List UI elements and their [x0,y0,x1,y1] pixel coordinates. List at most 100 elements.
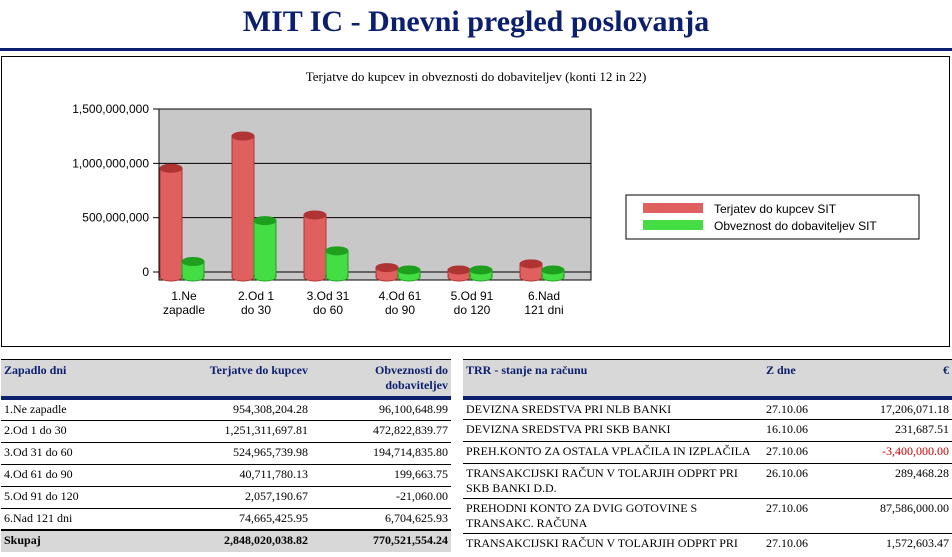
account-name: TRANSAKCIJSKI RAČUN V TOLARJIH ODPRT PRI… [463,463,763,499]
aging-label: 5.Od 91 do 120 [1,485,161,508]
y-tick-label: 1,500,000,000 [72,102,149,116]
receivables-value: 74,665,425.95 [161,507,311,530]
receivables-value: 954,308,204.28 [161,397,311,420]
payables-value: 199,663.75 [311,463,451,486]
table-row: 2.Od 1 do 30 1,251,311,697.81 472,822,839.… [1,419,451,442]
x-tick-label: 2.Od 1 [238,289,274,303]
table-row: 5.Od 91 do 120 2,057,190.67 -21,060.00 [1,485,451,508]
table-row: DEVIZNA SREDSTVA PRI NLB BANKI 27.10.06 17… [463,397,952,420]
account-name: DEVIZNA SREDSTVA PRI NLB BANKI [463,397,763,420]
bar-s1-c2 [325,246,349,282]
x-tick-label: 121 dni [524,303,563,317]
col-header-receivables: Terjatve do kupcev [161,359,311,400]
account-name: DEVIZNA SREDSTVA PRI SKB BANKI [463,419,763,442]
x-tick-label: do 90 [385,303,415,317]
receivables-value: 524,965,739.98 [161,441,311,464]
bar-s0-c2 [303,210,327,282]
table-row: TRANSAKCIJSKI RAČUN V TOLARJIH ODPRT PRI… [463,533,952,556]
balance-amount: 231,687.51 [835,419,952,442]
balance-date: 26.10.06 [763,463,835,499]
x-tick-label: zapadle [163,303,205,317]
balance-amount: 87,586,000.00 [835,498,952,534]
chart-panel: Terjatve do kupcev in obveznosti do doba… [1,56,950,347]
receivables-value: 40,711,780.13 [161,463,311,486]
account-name: PREH.KONTO ZA OSTALA VPLAČILA IN IZPLAČI… [463,441,763,464]
total-row: Skupaj 2,848,020,038.82 770,521,554.24 [1,529,451,552]
chart-title: Terjatve do kupcev in obveznosti do doba… [306,69,647,84]
bar-s1-c5 [541,265,565,282]
table-row: PREHODNI KONTO ZA DVIG GOTOVINE S TRANSA… [463,498,952,534]
x-tick-label: do 30 [241,303,271,317]
aging-label: 6.Nad 121 dni [1,507,161,530]
col-header-days: Zapadlo dni [1,359,161,400]
legend-swatch [643,220,703,230]
balance-amount: -3,400,000.00 [835,441,952,464]
bar-s0-c0 [159,163,183,282]
bar-s0-c1 [231,131,255,282]
table-row: 3.Od 31 do 60 524,965,739.98 194,714,835.8… [1,441,451,464]
x-tick-label: 3.Od 31 [307,289,350,303]
balance-date: 27.10.06 [763,498,835,534]
col-header-date: Z dne [763,359,835,400]
x-tick-label: 1.Ne [171,289,197,303]
col-header-amount: € [835,359,952,400]
aging-table: Zapadlo dni Terjatve do kupcev Obveznost… [1,359,451,552]
bar-s1-c1 [253,216,277,282]
balance-amount: 289,468.28 [835,463,952,499]
table-row: TRANSAKCIJSKI RAČUN V TOLARJIH ODPRT PRI… [463,463,952,499]
y-tick-label: 1,000,000,000 [72,156,149,170]
legend-swatch [643,203,703,213]
account-name: TRANSAKCIJSKI RAČUN V TOLARJIH ODPRT PRI [463,533,763,556]
x-tick-label: do 120 [454,303,491,317]
x-tick-label: 6.Nad [528,289,560,303]
balance-amount: 1,572,603.47 [835,533,952,556]
table-row: 4.Od 61 do 90 40,711,780.13 199,663.75 [1,463,451,486]
col-header-account: TRR - stanje na računu [463,359,763,400]
table-row: 6.Nad 121 dni 74,665,425.95 6,704,625.93 [1,507,451,530]
y-tick-label: 0 [142,265,149,279]
table-row: DEVIZNA SREDSTVA PRI SKB BANKI 16.10.06 23… [463,419,952,442]
chart-legend: Terjatev do kupcev SIT Obveznost do dobav… [625,194,920,240]
balance-amount: 17,206,071.18 [835,397,952,420]
total-label: Skupaj [1,529,161,552]
payables-value: 96,100,648.99 [311,397,451,420]
x-tick-label: 5.Od 91 [451,289,494,303]
bar-s1-c0 [181,257,205,282]
bar-s1-c3 [397,265,421,282]
balance-date: 16.10.06 [763,419,835,442]
col-header-payables: Obveznosti do dobaviteljev [311,359,451,400]
aging-label: 4.Od 61 do 90 [1,463,161,486]
y-tick-label: 500,000,000 [82,211,149,225]
legend-label: Obveznost do dobaviteljev SIT [714,219,877,233]
receivables-value: 1,251,311,697.81 [161,419,311,442]
table-row: 1.Ne zapadle 954,308,204.28 96,100,648.99 [1,397,451,420]
title-divider [0,48,952,51]
page-title: MIT IC - Dnevni pregled poslovanja [242,5,710,38]
legend-label: Terjatev do kupcev SIT [714,202,837,216]
account-name: PREHODNI KONTO ZA DVIG GOTOVINE S TRANSA… [463,498,763,534]
x-tick-label: do 60 [313,303,343,317]
receivables-value: 2,057,190.67 [161,485,311,508]
bar-s0-c4 [447,265,471,282]
bar-s0-c3 [375,263,399,282]
bank-balance-table: TRR - stanje na računu Z dne € DEVIZNA S… [463,359,952,556]
aging-label: 2.Od 1 do 30 [1,419,161,442]
table-row: PREH.KONTO ZA OSTALA VPLAČILA IN IZPLAČI… [463,441,952,464]
bar-s1-c4 [469,265,493,282]
legend-box [625,194,920,240]
aging-label: 1.Ne zapadle [1,397,161,420]
balance-date: 27.10.06 [763,441,835,464]
total-payables: 770,521,554.24 [311,529,451,552]
payables-value: -21,060.00 [311,485,451,508]
aging-label: 3.Od 31 do 60 [1,441,161,464]
x-tick-label: 4.Od 61 [379,289,422,303]
balance-date: 27.10.06 [763,533,835,556]
bar-s0-c5 [519,259,543,282]
plot-area [158,108,592,281]
payables-value: 472,822,839.77 [311,419,451,442]
balance-date: 27.10.06 [763,397,835,420]
payables-value: 194,714,835.80 [311,441,451,464]
payables-value: 6,704,625.93 [311,507,451,530]
total-receivables: 2,848,020,038.82 [161,529,311,552]
bar-chart: Terjatve do kupcev in obveznosti do doba… [72,69,920,317]
